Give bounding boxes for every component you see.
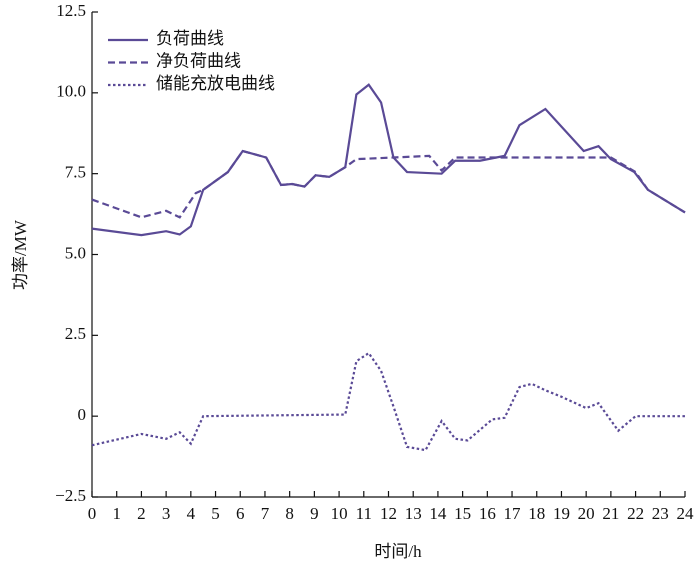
- x-tick-label: 13: [405, 504, 422, 523]
- x-tick-label: 23: [652, 504, 669, 523]
- legend-label: 储能充放电曲线: [156, 74, 275, 93]
- x-tick-label: 12: [380, 504, 397, 523]
- x-tick-label: 19: [553, 504, 570, 523]
- y-tick-label: 10.0: [56, 82, 86, 101]
- x-tick-label: 3: [162, 504, 171, 523]
- x-tick-label: 24: [677, 504, 695, 523]
- x-tick-label: 15: [454, 504, 471, 523]
- x-tick-label: 9: [310, 504, 319, 523]
- x-axis-label: 时间/h: [374, 542, 422, 561]
- y-tick-label: 5.0: [65, 243, 86, 262]
- x-tick-label: 16: [479, 504, 496, 523]
- series-line: [91, 351, 685, 452]
- x-tick-label: 4: [187, 504, 196, 523]
- legend-label: 净负荷曲线: [156, 51, 241, 70]
- y-tick-label: 12.5: [56, 1, 86, 20]
- y-tick-label: 2.5: [65, 324, 86, 343]
- x-tick-label: 2: [137, 504, 146, 523]
- y-tick-label: 0: [78, 405, 87, 424]
- x-tick-label: 17: [504, 504, 522, 523]
- x-tick-label: 8: [285, 504, 294, 523]
- y-tick-label: −2.5: [55, 486, 86, 505]
- x-tick-label: 7: [261, 504, 270, 523]
- x-tick-label: 14: [429, 504, 447, 523]
- series-line: [91, 149, 686, 219]
- x-tick-label: 5: [211, 504, 220, 523]
- x-tick-label: 0: [88, 504, 97, 523]
- x-tick-label: 18: [528, 504, 545, 523]
- x-tick-label: 21: [602, 504, 619, 523]
- x-tick-label: 11: [356, 504, 372, 523]
- y-tick-label: 7.5: [65, 163, 86, 182]
- x-tick-label: 22: [627, 504, 644, 523]
- y-axis-label: 功率/MW: [11, 219, 30, 290]
- legend-label: 负荷曲线: [156, 29, 224, 48]
- x-tick-label: 20: [578, 504, 595, 523]
- series-line: [91, 83, 686, 237]
- x-tick-label: 10: [331, 504, 348, 523]
- x-tick-label: 6: [236, 504, 245, 523]
- x-tick-label: 1: [112, 504, 121, 523]
